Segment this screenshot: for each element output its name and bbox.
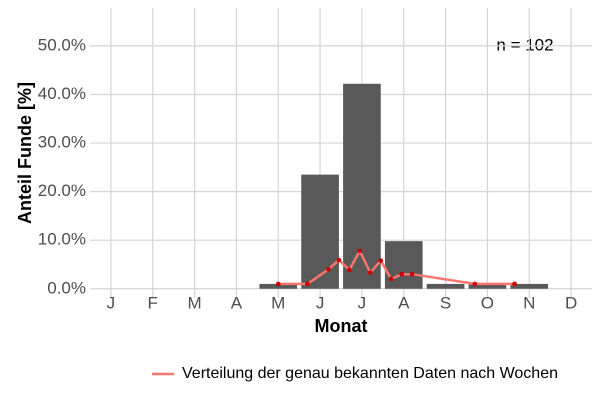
x-axis-label: Monat [315, 316, 368, 336]
legend-label: Verteilung der genau bekannten Daten nac… [182, 365, 558, 382]
point [409, 271, 415, 277]
x-tick-label: D [565, 293, 577, 312]
point [388, 276, 394, 282]
bar [259, 283, 298, 289]
x-tick-label: J [107, 293, 116, 312]
point [347, 267, 352, 273]
x-tick-label: F [148, 293, 158, 312]
x-tick-label: O [481, 293, 494, 312]
point [305, 281, 310, 287]
bar [426, 283, 465, 289]
point [472, 281, 478, 287]
point [378, 258, 384, 263]
y-tick-label: 20.0% [38, 181, 86, 200]
y-tick-label: 50.0% [38, 35, 86, 54]
bar [468, 283, 507, 289]
point [357, 248, 363, 254]
point [367, 270, 373, 276]
point [275, 281, 281, 287]
point [399, 271, 404, 277]
x-tick-label: S [440, 293, 451, 312]
y-axis-label: Anteil Funde [%] [15, 82, 35, 224]
y-tick-label: 0.0% [47, 278, 86, 297]
x-tick-label: N [523, 293, 535, 312]
x-tick-label: M [187, 293, 201, 312]
point [512, 281, 517, 287]
annotation: n = 102 [496, 35, 553, 54]
x-tick-label: M [271, 293, 285, 312]
bar [510, 283, 549, 289]
bar [384, 241, 423, 289]
x-tick-label: A [231, 293, 243, 312]
bar [301, 174, 339, 289]
y-tick-label: 30.0% [38, 133, 86, 152]
y-tick-label: 40.0% [38, 84, 86, 103]
x-tick-label: A [398, 293, 410, 312]
point [326, 267, 331, 272]
x-tick-label: J [316, 293, 325, 312]
y-tick-label: 10.0% [38, 230, 86, 249]
point [336, 257, 342, 263]
x-tick-label: J [358, 293, 367, 312]
